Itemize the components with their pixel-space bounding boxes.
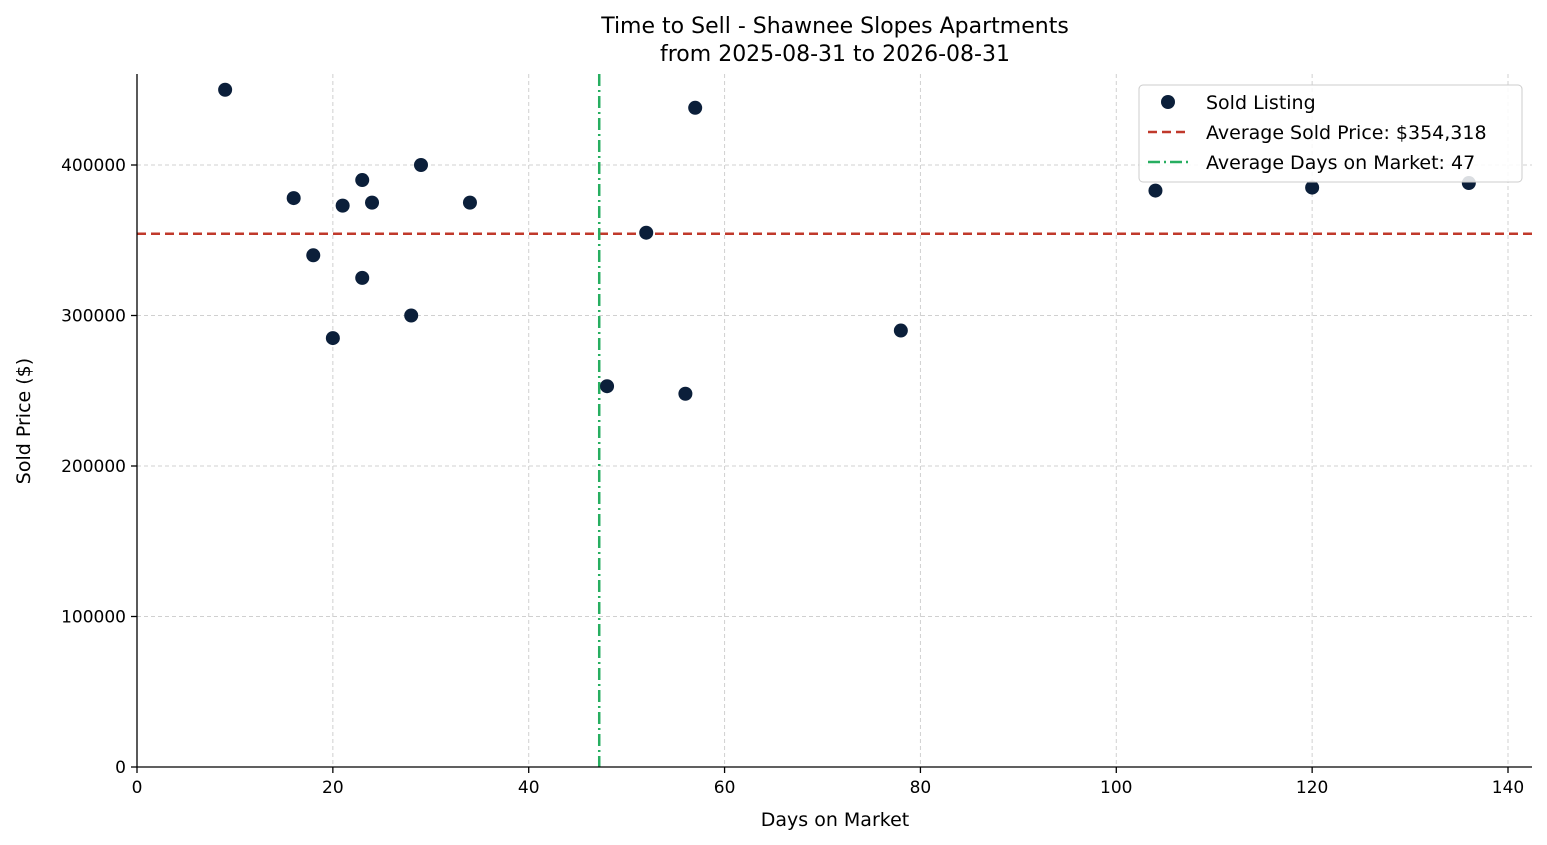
- y-axis-ticks: 0 100000 200000 300000 400000: [61, 156, 137, 778]
- x-tick-label: 20: [322, 778, 344, 798]
- sold-listing-point: [404, 308, 419, 323]
- y-tick-label: 400000: [61, 156, 126, 176]
- sold-listing-point: [1148, 183, 1163, 198]
- sold-listing-point: [688, 100, 703, 115]
- legend: Sold Listing Average Sold Price: $354,318…: [1138, 84, 1523, 183]
- x-tick-label: 0: [132, 778, 143, 798]
- x-axis-label: Days on Market: [761, 809, 909, 831]
- y-tick-label: 300000: [61, 307, 126, 327]
- sold-listing-point: [413, 158, 428, 172]
- x-tick-label: 80: [910, 778, 932, 798]
- chart-subtitle: from 2025-08-31 to 2026-08-31: [660, 42, 1010, 67]
- y-tick-label: 100000: [61, 608, 126, 628]
- sold-listing-point: [365, 195, 380, 210]
- sold-listing-point: [218, 82, 233, 97]
- sold-listing-point: [355, 270, 370, 285]
- data-points: [218, 82, 1476, 401]
- sold-listing-point: [600, 379, 615, 394]
- y-axis-label: Sold Price ($): [13, 358, 35, 484]
- x-tick-label: 60: [714, 778, 736, 798]
- x-tick-label: 40: [518, 778, 540, 798]
- x-axis-ticks: 0 20 40 60 80 100 120 140: [132, 767, 1524, 798]
- x-tick-label: 100: [1100, 778, 1132, 798]
- y-tick-label: 0: [115, 758, 126, 778]
- x-tick-label: 120: [1296, 778, 1328, 798]
- sold-listing-point: [335, 198, 350, 213]
- sold-listing-point: [678, 386, 693, 401]
- legend-label: Sold Listing: [1206, 92, 1316, 114]
- sold-listing-point: [355, 173, 370, 188]
- x-tick-label: 140: [1492, 778, 1524, 798]
- sold-listing-point: [325, 331, 340, 346]
- reference-lines: [137, 74, 1532, 767]
- legend-label: Average Sold Price: $354,318: [1206, 122, 1487, 144]
- legend-marker: [1161, 95, 1175, 109]
- sold-listing-point: [306, 248, 321, 263]
- legend-label: Average Days on Market: 47: [1206, 152, 1475, 174]
- sold-listing-point: [1305, 180, 1320, 195]
- legend-box: [1138, 84, 1523, 183]
- chart-title: Time to Sell - Shawnee Slopes Apartments: [600, 14, 1069, 39]
- y-tick-label: 200000: [61, 457, 126, 477]
- sold-listing-point: [286, 191, 301, 206]
- sold-listing-point: [462, 195, 477, 210]
- sold-listing-point: [639, 225, 654, 240]
- sold-listing-point: [893, 323, 908, 338]
